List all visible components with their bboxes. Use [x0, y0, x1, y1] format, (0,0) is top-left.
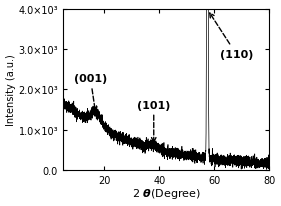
Text: (101): (101) [137, 100, 171, 142]
Text: (001): (001) [74, 74, 107, 112]
Y-axis label: Intensity (a.u.): Intensity (a.u.) [6, 54, 15, 126]
Text: (110): (110) [210, 14, 253, 60]
X-axis label: 2 $\boldsymbol{\theta}$(Degree): 2 $\boldsymbol{\theta}$(Degree) [132, 187, 201, 200]
